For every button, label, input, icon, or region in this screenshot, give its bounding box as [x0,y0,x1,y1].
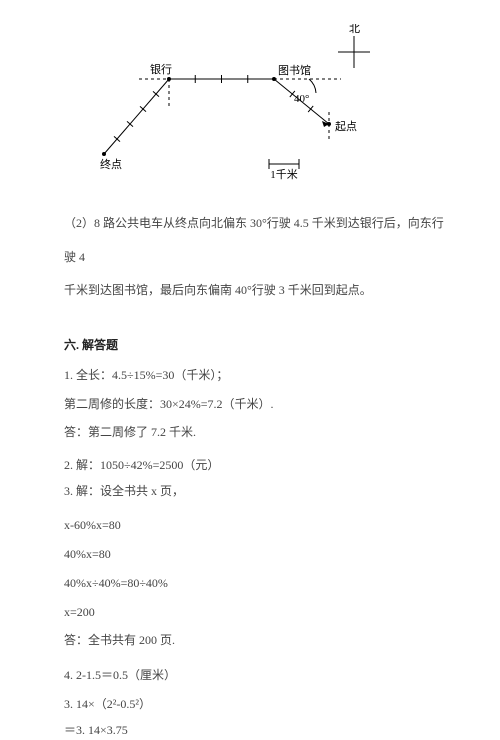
answer-1-line3: 答：第二周修了 7.2 千米. [64,418,452,447]
answer-3-line1: 3. 解：设全书共 x 页， [64,482,452,501]
question-2-text-line2: 千米到达图书馆，最后向东偏南 40°行驶 3 千米回到起点。 [64,274,452,308]
svg-text:1千米: 1千米 [270,168,298,181]
svg-text:图书馆: 图书馆 [278,63,311,77]
answer-3-line5: x=200 [64,598,452,627]
answer-4-line2: 3. 14×（2²-0.5²） [64,690,452,719]
answer-2: 2. 解：1050÷42%=2500（元） [64,451,452,480]
answer-3-line2: x-60%x=80 [64,511,452,540]
answer-1-line1: 1. 全长：4.5÷15%=30（千米）； [64,361,452,390]
route-diagram: 北银行 图书馆终点 起点 40° 1千米 [74,24,452,189]
svg-text:起点: 起点 [335,120,357,133]
answer-3-line4: 40%x÷40%=80÷40% [64,569,452,598]
svg-text:北: 北 [349,24,360,35]
section-header: 六. 解答题 [64,336,452,353]
svg-text:银行: 银行 [150,62,172,76]
answer-3-line3: 40%x=80 [64,540,452,569]
svg-text:40°: 40° [294,93,309,105]
answer-4-line3: ＝3. 14×3.75 [64,721,452,740]
answer-3-line6: 答：全书共有 200 页. [64,626,452,655]
question-2-text-line1: （2）8 路公共电车从终点向北偏东 30°行驶 4.5 千米到达银行后，向东行驶… [64,207,452,274]
diagram-svg: 北银行 图书馆终点 起点 40° 1千米 [74,24,424,184]
answer-4-line1: 4. 2-1.5＝0.5（厘米） [64,661,452,690]
answer-1-line2: 第二周修的长度：30×24%=7.2（千米）. [64,390,452,419]
svg-text:终点: 终点 [100,157,122,171]
